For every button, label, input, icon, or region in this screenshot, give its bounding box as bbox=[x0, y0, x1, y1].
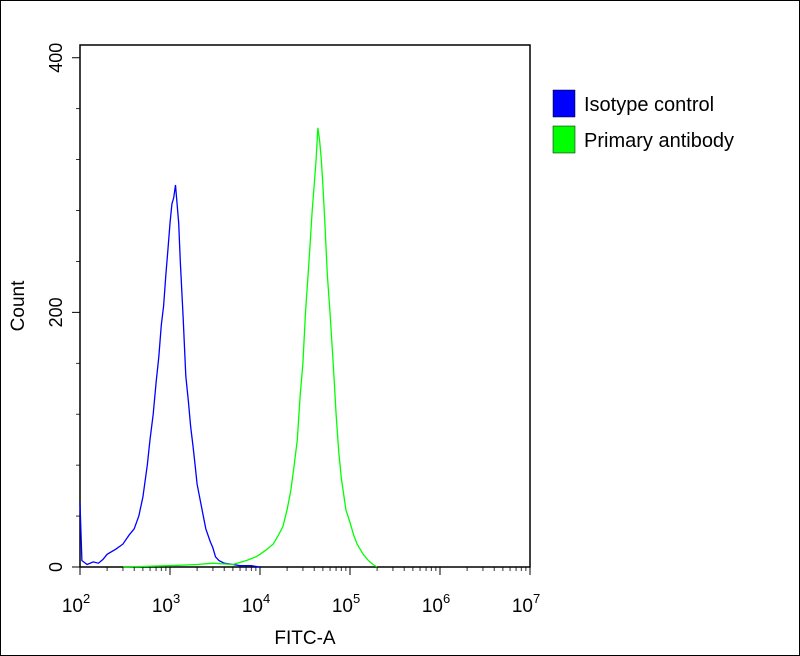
x-tick-label-3: 105 bbox=[332, 591, 360, 617]
plot-area bbox=[79, 44, 531, 568]
y-tick-label-2: 400 bbox=[46, 43, 66, 73]
legend-label-1: Isotype control bbox=[584, 94, 714, 116]
x-tick-label-0: 102 bbox=[62, 591, 90, 617]
series-line-2 bbox=[122, 127, 378, 568]
x-tick-label-4: 106 bbox=[422, 591, 450, 617]
x-axis-label: FITC-A bbox=[274, 628, 336, 649]
series-line-1 bbox=[79, 184, 261, 568]
legend: Isotype control Primary antibody bbox=[552, 89, 734, 154]
y-tick-label-1: 200 bbox=[46, 297, 66, 327]
legend-label-2: Primary antibody bbox=[584, 130, 734, 152]
x-tick-label-2: 104 bbox=[242, 591, 270, 617]
legend-swatch-2 bbox=[552, 125, 576, 154]
y-axis-label: Count bbox=[8, 280, 29, 331]
y-tick-label-0: 0 bbox=[46, 562, 66, 572]
x-tick-label-5: 107 bbox=[512, 591, 540, 617]
legend-swatch-1 bbox=[552, 89, 576, 118]
x-tick-label-1: 103 bbox=[152, 591, 180, 617]
